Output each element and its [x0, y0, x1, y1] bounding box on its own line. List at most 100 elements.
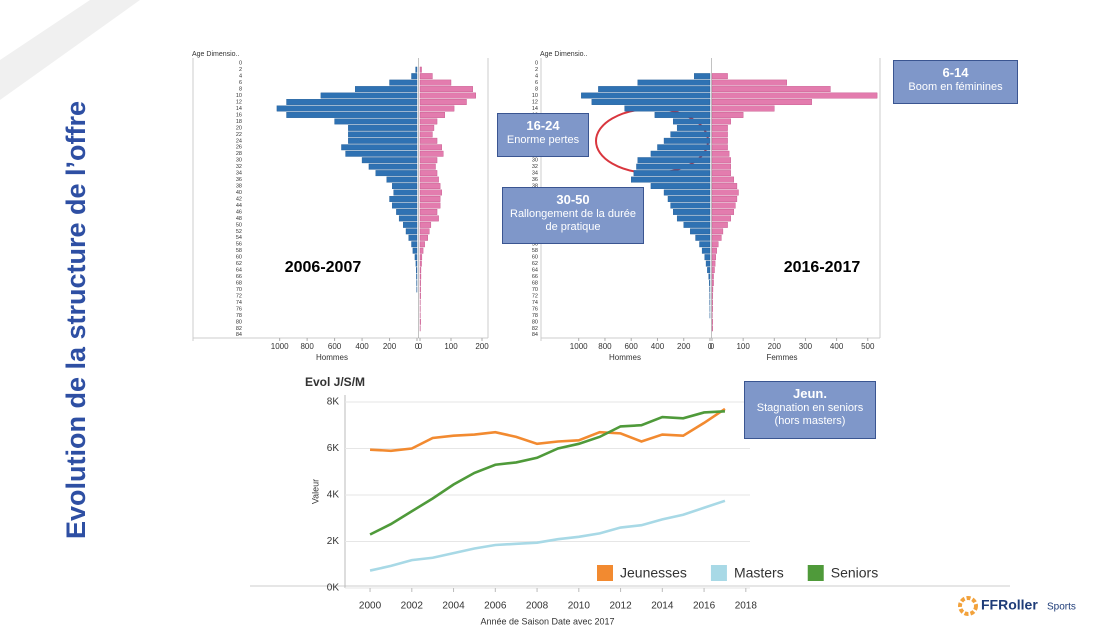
bar [711, 299, 713, 306]
x-tick-label: 800 [598, 342, 612, 351]
x-tick-label: 0 [415, 342, 420, 351]
age-label: 80 [236, 319, 242, 325]
age-label: 62 [236, 261, 242, 267]
bar [711, 241, 719, 248]
bar [286, 112, 418, 118]
bar [711, 254, 716, 261]
bar [701, 247, 711, 254]
bar [711, 234, 722, 241]
age-label: 76 [236, 306, 242, 312]
bar [711, 79, 787, 86]
bar [392, 183, 418, 190]
x-tick-label: 1000 [271, 342, 289, 351]
bar [654, 112, 711, 118]
y-tick-label: 2K [327, 536, 340, 547]
age-label: 76 [532, 306, 538, 312]
bar [419, 92, 476, 99]
bar [355, 86, 418, 93]
callout: 30-50 Rallongement de la durée de pratiqu… [502, 187, 644, 244]
bar [419, 99, 467, 105]
legend-swatch [710, 565, 727, 581]
bar [419, 202, 441, 209]
bar [711, 325, 713, 332]
x-tick-label: 0 [710, 342, 715, 351]
age-label: 0 [535, 61, 538, 67]
x-tick-label: 0 [418, 342, 423, 351]
decor [0, 0, 140, 100]
bar [419, 118, 438, 125]
y-axis-label: Age Dimensio.. [192, 51, 240, 58]
bar [334, 118, 418, 125]
bar [419, 247, 424, 254]
bar [393, 189, 418, 196]
age-label: 46 [236, 209, 242, 215]
bar [631, 176, 711, 183]
bar [636, 163, 711, 170]
age-label: 64 [236, 268, 242, 274]
bar [419, 170, 438, 177]
bar [711, 293, 713, 299]
age-label: 44 [236, 203, 242, 209]
age-label: 78 [532, 313, 538, 319]
callout: Jeun. Stagnation en seniors (hors masters… [744, 381, 876, 439]
x-tick-label: 200 [383, 342, 397, 351]
y-axis-label: Valeur [310, 479, 320, 504]
bar [419, 228, 430, 235]
age-label: 84 [236, 332, 242, 338]
bar [673, 118, 711, 125]
bar [419, 144, 442, 151]
age-label: 84 [532, 332, 538, 338]
bar [591, 99, 711, 105]
age-label: 16 [236, 112, 242, 118]
bar [419, 208, 438, 215]
age-label: 2 [239, 67, 242, 73]
bar [419, 105, 455, 112]
bar [676, 124, 711, 131]
chart-title: Evol J/S/M [305, 375, 365, 389]
bar [419, 131, 433, 138]
age-label: 34 [532, 171, 538, 177]
age-label: 42 [236, 196, 242, 202]
age-label: 68 [532, 280, 538, 286]
bar [711, 112, 744, 118]
bar [389, 79, 418, 86]
bar [419, 66, 422, 73]
bar [711, 183, 738, 190]
bar [711, 286, 714, 293]
bar [683, 221, 711, 228]
bar [419, 79, 452, 86]
legend-label: Jeunesses [620, 565, 687, 581]
age-label: 36 [532, 177, 538, 183]
bar [711, 137, 728, 144]
bar [667, 196, 711, 202]
age-label: 0 [239, 61, 242, 67]
bar [598, 86, 711, 93]
bar [419, 196, 441, 202]
bar [709, 280, 711, 286]
bar [392, 202, 418, 209]
age-label: 54 [236, 235, 242, 241]
y-tick-label: 0K [327, 583, 340, 594]
bar [416, 267, 418, 274]
age-label: 56 [532, 242, 538, 248]
bar [663, 137, 711, 144]
bar [416, 273, 418, 280]
logo-icon [958, 596, 978, 616]
bar [711, 260, 716, 267]
x-tick-label: 1000 [570, 342, 588, 351]
age-label: 8 [239, 87, 242, 93]
age-label: 4 [239, 74, 242, 80]
age-label: 66 [236, 274, 242, 280]
bar [711, 208, 735, 215]
logo-brand: FFRoller [981, 597, 1038, 613]
bar [419, 137, 438, 144]
bar [711, 73, 728, 80]
age-label: 2 [535, 67, 538, 73]
line-series [369, 409, 726, 536]
y-tick-label: 4K [327, 490, 340, 501]
bar [405, 228, 418, 235]
logo: FFRoller Sports [958, 596, 1076, 616]
y-tick-label: 6K [327, 443, 340, 454]
x-tick-label: 200 [475, 342, 489, 351]
